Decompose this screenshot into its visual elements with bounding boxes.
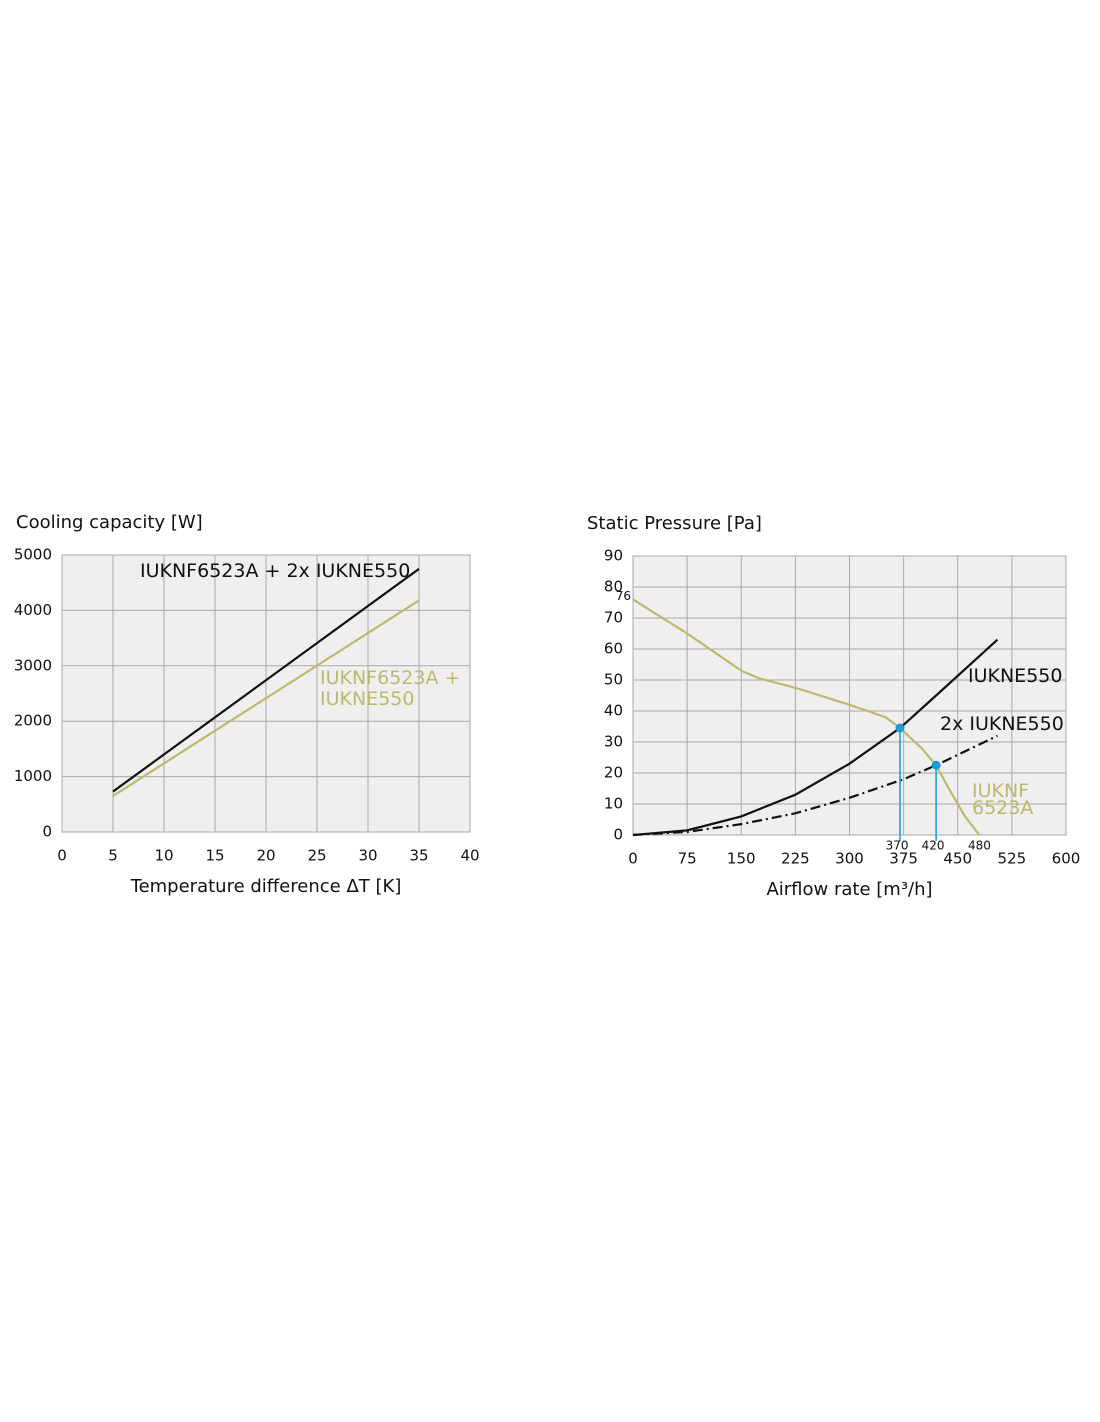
y-tick-label: 4000 <box>14 601 52 619</box>
point-label: 420 <box>922 839 945 853</box>
y-tick-label: 2000 <box>14 712 52 730</box>
y-tick-label: 3000 <box>14 656 52 674</box>
x-tick-label: 40 <box>460 847 479 865</box>
legend-label: IUKNF 6523A <box>972 780 1034 819</box>
y-tick-label: 5000 <box>14 546 52 564</box>
x-tick-label: 450 <box>943 850 972 868</box>
x-tick-label: 15 <box>205 847 224 865</box>
x-axis-label: Temperature difference ΔT [K] <box>130 876 402 897</box>
y-tick-label: 40 <box>604 702 623 720</box>
x-tick-label: 5 <box>108 847 118 865</box>
x-tick-label: 20 <box>256 847 275 865</box>
point-label: 370 <box>886 839 909 853</box>
y-tick-label: 80 <box>604 578 623 596</box>
y-tick-label: 60 <box>604 640 623 658</box>
x-tick-label: 25 <box>307 847 326 865</box>
x-tick-label: 0 <box>628 850 638 868</box>
y-tick-label: 50 <box>604 671 623 689</box>
series-line <box>632 734 998 837</box>
x-tick-label: 10 <box>154 847 173 865</box>
series-line <box>112 599 420 797</box>
y-tick-label: 70 <box>604 609 623 627</box>
x-axis-label: Airflow rate [m³/h] <box>766 879 932 900</box>
legend-label: 2x IUKNE550 <box>940 713 1064 735</box>
y-tick-label: 10 <box>604 795 623 813</box>
x-tick-label: 375 <box>889 850 918 868</box>
x-tick-label: 30 <box>358 847 377 865</box>
series-line <box>112 567 420 793</box>
x-tick-label: 0 <box>57 847 67 865</box>
x-tick-label: 300 <box>835 850 864 868</box>
legend-label: IUKNF6523A + IUKNE550 <box>320 667 461 710</box>
operating-point <box>931 760 941 770</box>
legend-label: IUKNE550 <box>968 665 1063 687</box>
x-annotation: 480 <box>968 839 991 853</box>
x-tick-label: 225 <box>781 850 810 868</box>
y-tick-label: 90 <box>604 547 623 565</box>
x-tick-label: 150 <box>727 850 756 868</box>
x-tick-label: 35 <box>409 847 428 865</box>
chart-title: Static Pressure [Pa] <box>587 513 762 534</box>
legend-label: IUKNF6523A + 2x IUKNE550 <box>140 560 411 582</box>
y-tick-label: 20 <box>604 764 623 782</box>
chart-title: Cooling capacity [W] <box>16 512 203 533</box>
y-tick-label: 30 <box>604 733 623 751</box>
x-tick-label: 525 <box>998 850 1027 868</box>
x-tick-label: 75 <box>678 850 697 868</box>
operating-point <box>895 723 905 733</box>
x-tick-label: 600 <box>1052 850 1081 868</box>
y-annotation: 76 <box>616 589 631 603</box>
series-line <box>632 598 981 836</box>
y-tick-label: 1000 <box>14 767 52 785</box>
series-line <box>632 638 999 837</box>
y-tick-label: 0 <box>42 823 52 841</box>
y-tick-label: 0 <box>613 826 623 844</box>
